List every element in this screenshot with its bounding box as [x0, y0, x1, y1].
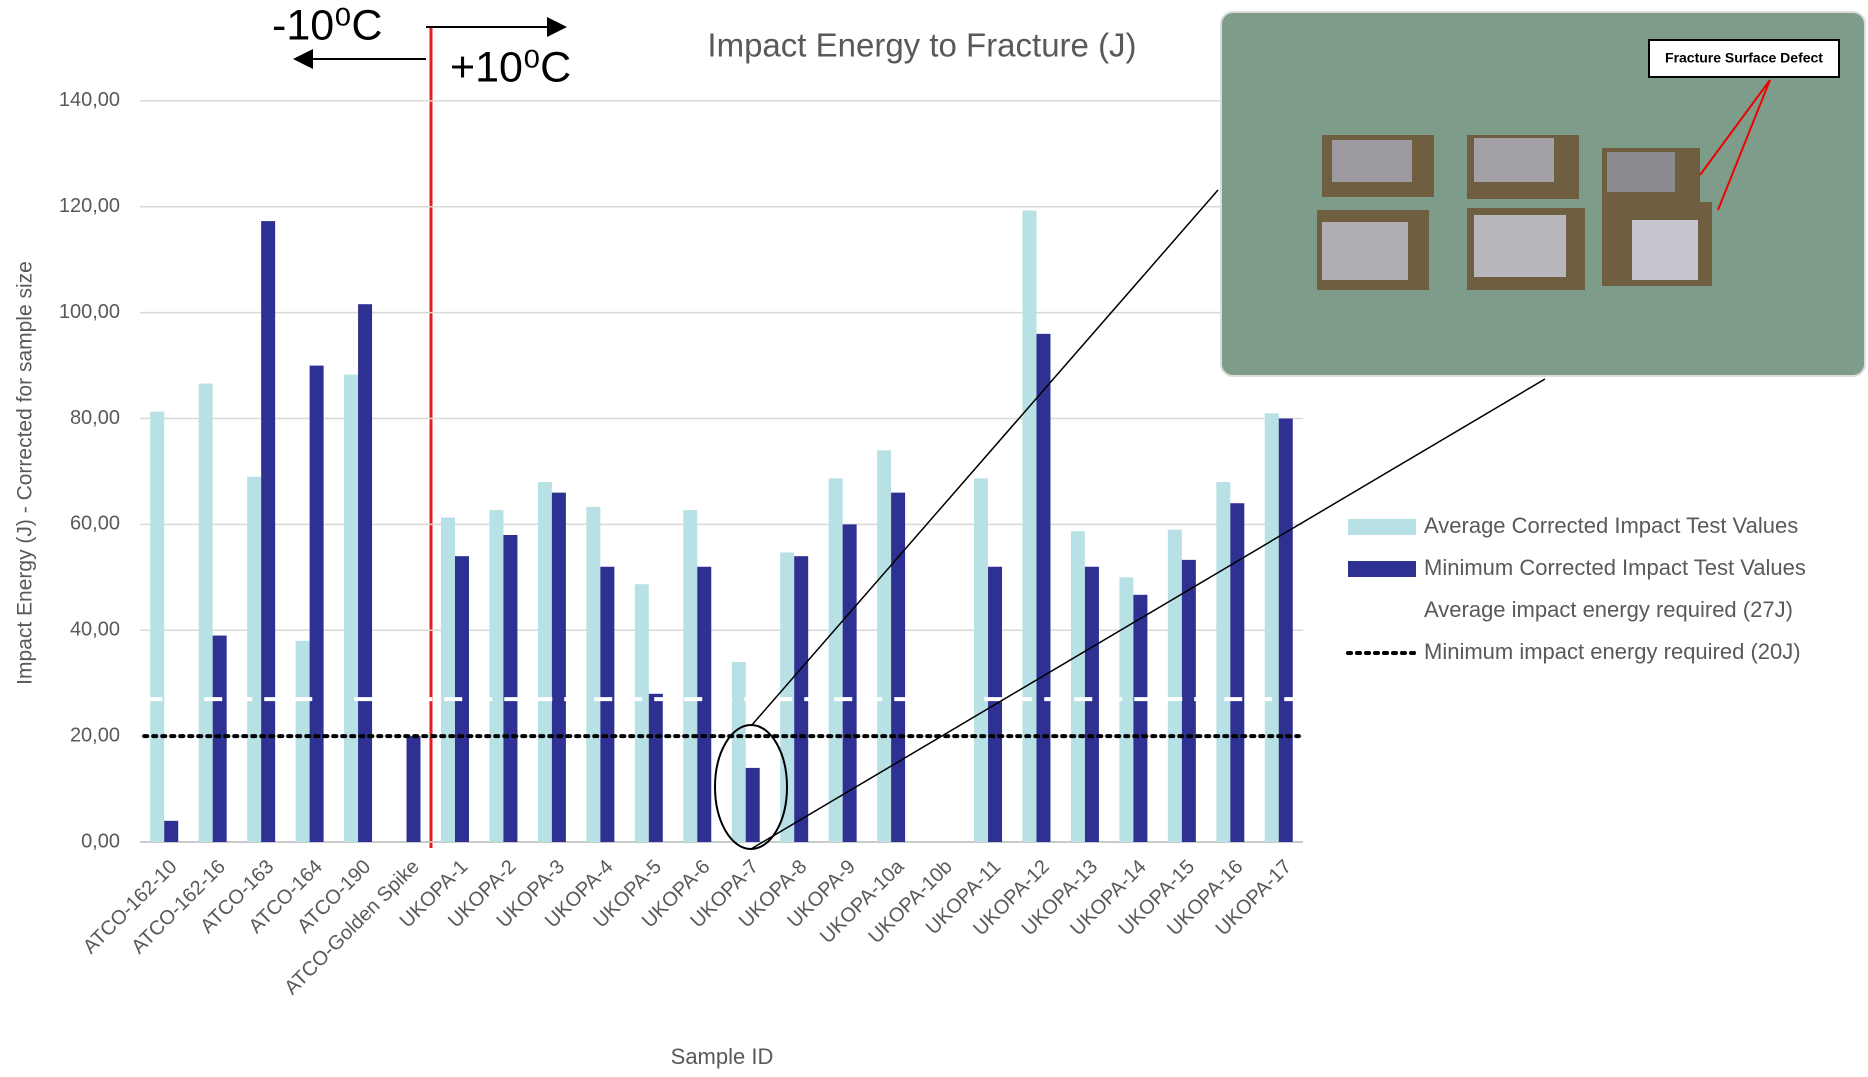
- bar: [1133, 595, 1147, 842]
- bar: [829, 478, 843, 842]
- bar: [649, 694, 663, 842]
- chart-title: Impact Energy to Fracture (J): [707, 27, 1136, 64]
- bar: [261, 221, 275, 842]
- bar: [538, 482, 552, 842]
- bar: [1022, 211, 1036, 842]
- y-tick-label: 120,00: [59, 195, 120, 217]
- legend-label: Minimum impact energy required (20J): [1424, 639, 1801, 664]
- bar: [600, 567, 614, 842]
- bar: [441, 518, 455, 842]
- bar: [891, 493, 905, 842]
- bar: [358, 304, 372, 842]
- bar: [344, 375, 358, 842]
- bar: [732, 662, 746, 842]
- y-tick-label: 80,00: [70, 407, 120, 429]
- bar: [586, 507, 600, 842]
- y-tick-label: 0,00: [81, 830, 120, 852]
- bar: [310, 366, 324, 842]
- y-tick-label: 100,00: [59, 301, 120, 323]
- bar: [1279, 419, 1293, 842]
- bar: [296, 641, 310, 842]
- inset-label: Fracture Surface Defect: [1665, 50, 1823, 66]
- y-tick-label: 20,00: [70, 724, 120, 746]
- legend-label: Minimum Corrected Impact Test Values: [1424, 555, 1806, 580]
- bar: [1168, 530, 1182, 842]
- bar: [503, 535, 517, 842]
- bar: [683, 510, 697, 842]
- bar: [552, 493, 566, 842]
- bar: [1216, 482, 1230, 842]
- x-axis-title: Sample ID: [671, 1044, 774, 1069]
- chart: Impact Energy to Fracture (J) Impact Ene…: [0, 0, 1868, 1077]
- bar: [697, 567, 711, 842]
- y-tick-label: 140,00: [59, 89, 120, 111]
- bar: [635, 584, 649, 842]
- legend-label: Average impact energy required (27J): [1424, 597, 1793, 622]
- inset-photo: Fracture Surface Defect: [1221, 12, 1865, 376]
- bar: [1265, 413, 1279, 842]
- bar: [247, 477, 261, 842]
- bar: [877, 450, 891, 842]
- bar: [974, 478, 988, 842]
- bar: [150, 412, 164, 842]
- bar: [213, 636, 227, 842]
- legend-label: Average Corrected Impact Test Values: [1424, 513, 1798, 538]
- bar: [407, 736, 421, 842]
- bar: [1085, 567, 1099, 842]
- legend-swatch: [1348, 561, 1416, 577]
- bar: [746, 768, 760, 842]
- bar: [489, 510, 503, 842]
- bar: [199, 384, 213, 842]
- right-temperature: +10⁰C: [450, 43, 571, 91]
- legend-swatch: [1348, 519, 1416, 535]
- y-tick-label: 40,00: [70, 619, 120, 641]
- y-tick-label: 60,00: [70, 513, 120, 535]
- bar: [1119, 577, 1133, 842]
- bar: [1230, 503, 1244, 842]
- y-axis-title: Impact Energy (J) - Corrected for sample…: [14, 261, 37, 685]
- left-temperature: -10⁰C: [272, 1, 382, 49]
- bar: [1036, 334, 1050, 842]
- bar: [1071, 531, 1085, 842]
- bar: [164, 821, 178, 842]
- bar: [1182, 560, 1196, 842]
